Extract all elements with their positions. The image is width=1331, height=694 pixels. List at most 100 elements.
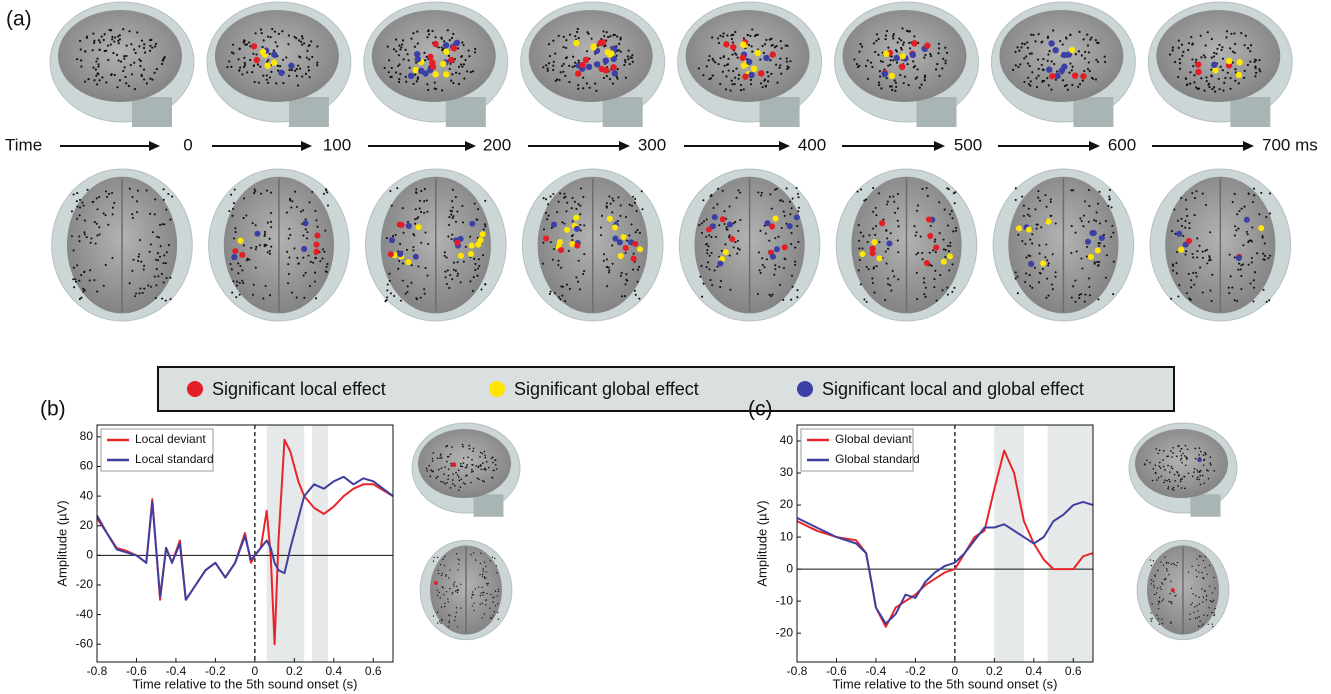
electrode	[1095, 219, 1098, 223]
y-tick-label: 60	[80, 459, 94, 473]
electrode	[1250, 240, 1253, 243]
electrode	[1157, 476, 1160, 479]
electrode	[1218, 43, 1221, 47]
electrode	[1090, 36, 1093, 39]
electrode	[82, 204, 85, 207]
electrode	[1233, 42, 1237, 46]
electrode	[938, 232, 941, 235]
electrode	[130, 43, 133, 46]
electrode	[1175, 262, 1178, 265]
electrode-effect	[610, 64, 617, 71]
electrode	[567, 249, 570, 253]
electrode	[101, 76, 104, 79]
electrode	[894, 81, 897, 84]
electrode	[1205, 469, 1208, 471]
electrode	[768, 239, 771, 242]
electrode	[1024, 281, 1027, 284]
x-tick-label: -0.6	[126, 664, 147, 678]
electrode-effect	[616, 239, 623, 246]
electrode	[716, 203, 719, 206]
electrode	[161, 59, 164, 62]
electrode	[574, 35, 577, 38]
electrode	[884, 299, 887, 302]
electrode	[1176, 561, 1179, 564]
electrode	[324, 229, 327, 232]
electrode	[482, 594, 484, 596]
electrode	[1156, 479, 1158, 481]
electrode	[1246, 233, 1249, 236]
electrode-effect	[1226, 57, 1233, 65]
electrode	[1202, 577, 1204, 579]
electrode	[1213, 469, 1216, 472]
electrode	[771, 293, 774, 296]
electrode	[139, 64, 142, 68]
electrode	[1180, 457, 1183, 460]
electrode	[232, 280, 235, 283]
electrode	[460, 607, 462, 609]
electrode-effect	[454, 239, 461, 246]
electrode	[1242, 263, 1245, 266]
electrode	[874, 225, 878, 228]
electrode	[1047, 262, 1050, 265]
electrode	[734, 52, 737, 55]
electrode	[1180, 459, 1182, 461]
electrode	[484, 456, 487, 459]
electrode	[451, 73, 454, 76]
electrode	[1187, 571, 1190, 573]
electrode	[1070, 189, 1073, 192]
electrode	[1035, 85, 1039, 89]
electrode	[632, 252, 635, 255]
electrode	[444, 602, 446, 605]
electrode	[302, 209, 305, 212]
electrode	[791, 197, 794, 200]
electrode	[407, 59, 410, 62]
electrode	[736, 56, 739, 59]
electrode	[1044, 256, 1047, 259]
electrode	[103, 33, 106, 36]
electrode	[866, 240, 869, 244]
electrode	[418, 199, 422, 202]
electrode	[730, 34, 733, 37]
electrode	[397, 267, 400, 270]
electrode-effect	[602, 67, 610, 74]
electrode	[1084, 50, 1087, 53]
electrode	[1253, 58, 1257, 61]
electrode	[161, 62, 164, 66]
electrode	[270, 70, 273, 74]
electrode	[1163, 578, 1165, 581]
electrode	[1204, 249, 1207, 252]
electrode	[93, 79, 96, 82]
electrode	[1229, 87, 1232, 90]
electrode	[1213, 599, 1215, 601]
electrode	[780, 72, 783, 75]
electrode	[736, 239, 739, 242]
electrode	[1269, 254, 1272, 257]
electrode	[1083, 57, 1086, 60]
electrode	[785, 187, 788, 190]
electrode	[445, 282, 448, 286]
electrode-effect	[278, 69, 285, 76]
electrode	[571, 65, 574, 69]
electrode	[485, 577, 487, 579]
electrode	[934, 238, 937, 241]
electrode	[323, 250, 326, 253]
electrode	[1049, 214, 1052, 217]
arrow-head	[1089, 141, 1100, 151]
electrode	[1027, 83, 1031, 86]
electrode	[561, 221, 564, 224]
electrode	[1247, 263, 1250, 266]
electrode	[1211, 273, 1214, 276]
electrode	[878, 70, 881, 73]
electrode	[161, 223, 164, 226]
electrode	[270, 245, 273, 248]
electrode	[913, 35, 916, 38]
electrode	[1235, 229, 1238, 232]
electrode-effect	[893, 54, 900, 62]
electrode	[93, 221, 96, 224]
electrode	[560, 266, 563, 269]
electrode-effect	[769, 223, 776, 230]
electrode	[1202, 454, 1205, 456]
electrode-effect	[432, 40, 439, 48]
electrode	[105, 81, 108, 84]
electrode	[1198, 447, 1201, 449]
